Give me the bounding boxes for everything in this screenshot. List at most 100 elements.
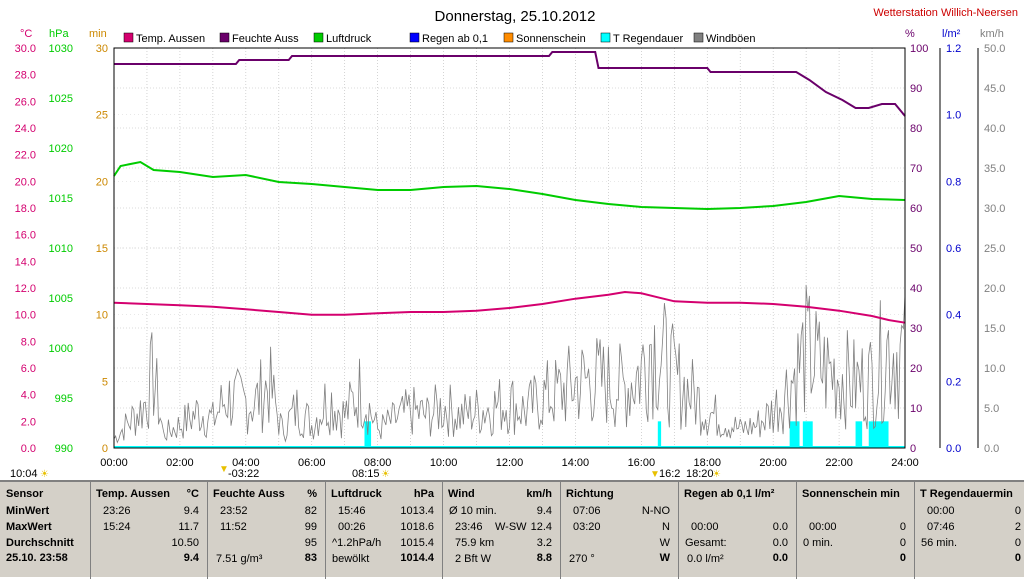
legend-swatch — [693, 32, 704, 43]
feuchte-unit: % — [307, 488, 317, 500]
legend-label: Luftdruck — [326, 33, 372, 45]
tregen-bar — [855, 421, 863, 448]
legend-swatch — [409, 32, 420, 43]
legend: Temp. Aussen Feuchte Auss Luftdruck Regen a… — [123, 32, 756, 45]
tick-pressure: 1025 — [49, 93, 73, 105]
tick-temp: 10.0 — [15, 310, 36, 322]
tick-pressure: 995 — [55, 393, 73, 405]
tick-pressure: 1015 — [49, 193, 73, 205]
tick-temp: 26.0 — [15, 96, 36, 108]
tick-humidity: 60 — [910, 203, 922, 215]
tick-minutes: 25 — [96, 110, 108, 122]
tick-humidity: 40 — [910, 283, 922, 295]
legend-label: Feuchte Auss — [232, 33, 299, 45]
tick-wind: 10.0 — [984, 363, 1005, 375]
feuchte-abs-humidity: 7.51 g/m³ — [216, 553, 263, 565]
x-axis-ticks: 00:00 02:00 04:00 06:00 08:00 10:00 12:00 14:00… — [100, 457, 919, 469]
regen-header: Regen ab 0,1 l/m² — [684, 488, 775, 500]
feuchte-header: Feuchte Auss — [213, 488, 285, 500]
regen-current-val: 0.0 — [772, 552, 788, 564]
feuchte-max-val: 99 — [304, 521, 317, 533]
tick-humidity: 50 — [910, 243, 922, 255]
richtung-r2-val: N — [662, 521, 670, 533]
tregen-r2-time: 07:46 — [927, 521, 955, 533]
series-feuchte — [114, 51, 906, 117]
col-sensor: Sensor MinWert MaxWert Durchschnitt 25.1… — [0, 482, 90, 579]
tregen-bar — [802, 421, 813, 448]
tick-wind: 20.0 — [984, 283, 1005, 295]
legend-swatch — [313, 32, 324, 43]
wind-max-time: 23:46 — [455, 521, 483, 533]
wind-unit: km/h — [526, 488, 552, 500]
temp-header: Temp. Aussen — [96, 488, 170, 500]
tick-temp: 2.0 — [21, 416, 36, 428]
tick-humidity: 20 — [910, 363, 922, 375]
regen-today-label: 0.0 l/m² — [687, 553, 724, 565]
tick-temp: 24.0 — [15, 123, 36, 135]
tick-humidity: 70 — [910, 163, 922, 175]
druck-header: Luftdruck — [331, 488, 382, 500]
legend-swatch — [219, 32, 230, 43]
druck-min-val: 1013.4 — [400, 505, 434, 517]
tick-minutes: 10 — [96, 310, 108, 322]
temp-min-time: 23:26 — [103, 505, 131, 517]
unit-temp: °C — [20, 28, 32, 40]
tick-rain: 0.8 — [946, 176, 961, 188]
sonne-header: Sonnenschein min — [802, 488, 900, 500]
tick-x: 18:00 — [693, 457, 721, 469]
day-length: 10:04 — [10, 468, 38, 480]
sunset-icon: ☀ — [712, 469, 721, 480]
tick-minutes: 15 — [96, 243, 108, 255]
sonne-total-label: 0 min. — [803, 537, 833, 549]
tick-humidity: 80 — [910, 123, 922, 135]
series-luftdruck — [113, 160, 906, 211]
sonne-r2-val: 0 — [899, 521, 906, 533]
temp-max-val: 11.7 — [178, 521, 199, 533]
legend-label: Temp. Aussen — [136, 33, 205, 45]
legend-swatch — [503, 32, 514, 43]
unit-humidity: % — [905, 28, 915, 40]
tick-pressure: 1005 — [49, 293, 73, 305]
feuchte-avg-val: 95 — [304, 537, 317, 549]
moon-icon: ▼ — [219, 464, 229, 475]
col-feuchte: Feuchte Auss % 23:52 82 11:52 99 95 7.51… — [207, 482, 325, 579]
richtung-r2-time: 03:20 — [573, 521, 601, 533]
tick-pressure: 990 — [55, 443, 73, 455]
tick-humidity: 0 — [910, 443, 916, 455]
chart-title: Donnerstag, 25.10.2012 — [435, 8, 596, 25]
stats-panel: Sensor MinWert MaxWert Durchschnitt 25.1… — [0, 480, 1024, 579]
legend-label: Windböen — [706, 33, 756, 45]
station-name: Wetterstation Willich-Neersen — [873, 7, 1018, 19]
moonset-icon: ▼ — [650, 469, 660, 480]
tick-wind: 0.0 — [984, 443, 999, 455]
col-regen: Regen ab 0,1 l/m² 00:00 0.0 Gesamt: 0.0 … — [678, 482, 796, 579]
tick-rain: 0.6 — [946, 243, 961, 255]
row-label-avg: Durchschnitt — [6, 537, 74, 549]
tick-temp: 18.0 — [15, 203, 36, 215]
moonset-time: 16:2 — [659, 468, 680, 480]
tregen-bar — [868, 421, 889, 448]
wind-max-dir: W-SW — [495, 521, 527, 533]
legend-label: Regen ab 0,1 — [422, 33, 488, 45]
legend-swatch — [123, 32, 134, 43]
regen-total-val: 0.0 — [772, 537, 788, 549]
tregen-header: T Regendauermin — [920, 488, 1013, 500]
tick-minutes: 5 — [102, 376, 108, 388]
tick-pressure: 1030 — [49, 43, 73, 55]
druck-avg-val: 1015.4 — [400, 537, 434, 549]
druck-current-val: 1014.4 — [400, 552, 434, 564]
wind-header: Wind — [448, 488, 475, 500]
tick-x: 12:00 — [496, 457, 524, 469]
tick-x: 16:00 — [628, 457, 656, 469]
druck-max-val: 1018.6 — [400, 521, 434, 533]
tick-minutes: 30 — [96, 43, 108, 55]
tick-x: 14:00 — [562, 457, 590, 469]
richtung-header: Richtung — [566, 488, 614, 500]
tick-wind: 50.0 — [984, 43, 1005, 55]
tick-temp: 22.0 — [15, 150, 36, 162]
tick-rain: 1.2 — [946, 43, 961, 55]
tregen-bar — [789, 421, 800, 448]
tick-humidity: 10 — [910, 403, 922, 415]
tick-temp: 28.0 — [15, 70, 36, 82]
regen-r2-val: 0.0 — [772, 521, 788, 533]
